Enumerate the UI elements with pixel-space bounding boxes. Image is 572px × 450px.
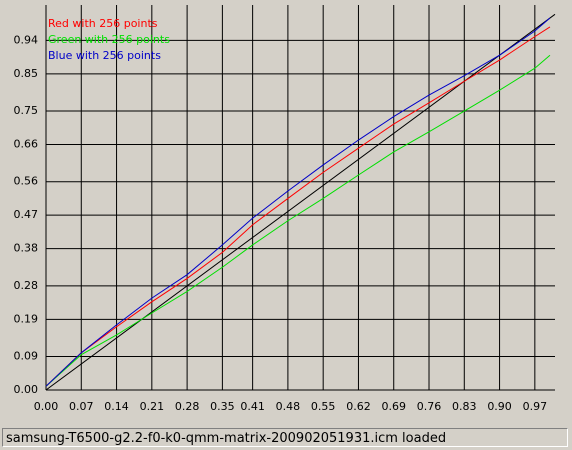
x-tick-label: 0.76 bbox=[417, 400, 442, 413]
y-tick-label: 0.85 bbox=[14, 67, 39, 80]
x-tick-label: 0.41 bbox=[240, 400, 265, 413]
y-tick-label: 0.38 bbox=[14, 242, 39, 255]
status-bar: samsung-T6500-g2.2-f0-k0-qmm-matrix-2009… bbox=[2, 428, 568, 447]
reference-diagonal bbox=[45, 13, 556, 391]
y-tick-label: 0.00 bbox=[14, 383, 39, 396]
x-tick-label: 0.21 bbox=[140, 400, 165, 413]
x-tick-label: 0.07 bbox=[69, 400, 94, 413]
y-tick-label: 0.66 bbox=[14, 137, 39, 150]
x-tick-label: 0.35 bbox=[210, 400, 235, 413]
x-tick-label: 0.48 bbox=[276, 400, 301, 413]
legend-entry: Blue with 256 points bbox=[48, 49, 161, 62]
x-tick-label: 0.69 bbox=[381, 400, 406, 413]
x-tick-label: 0.28 bbox=[175, 400, 200, 413]
series-line bbox=[45, 17, 551, 387]
legend-entry: Green with 256 points bbox=[48, 33, 170, 46]
series-line bbox=[45, 26, 551, 387]
series-line bbox=[45, 54, 551, 387]
y-tick-label: 0.19 bbox=[14, 312, 39, 325]
x-tick-label: 0.62 bbox=[346, 400, 371, 413]
y-tick-label: 0.28 bbox=[14, 279, 39, 292]
x-tick-label: 0.97 bbox=[523, 400, 548, 413]
x-tick-label: 0.00 bbox=[34, 400, 59, 413]
y-tick-label: 0.09 bbox=[14, 350, 39, 363]
y-tick-label: 0.56 bbox=[14, 175, 39, 188]
x-tick-label: 0.55 bbox=[311, 400, 336, 413]
chart: 0.00 0.07 0.14 0.21 0.28 0.35 0.41 0.48 0.55 0.62… bbox=[14, 5, 556, 413]
x-tick-label: 0.90 bbox=[487, 400, 512, 413]
y-tick-label: 0.75 bbox=[14, 104, 39, 117]
legend-entry: Red with 256 points bbox=[48, 17, 158, 30]
y-tick-label: 0.47 bbox=[14, 208, 39, 221]
x-tick-label: 0.14 bbox=[104, 400, 129, 413]
x-tick-label: 0.83 bbox=[452, 400, 477, 413]
y-tick-label: 0.94 bbox=[14, 33, 39, 46]
